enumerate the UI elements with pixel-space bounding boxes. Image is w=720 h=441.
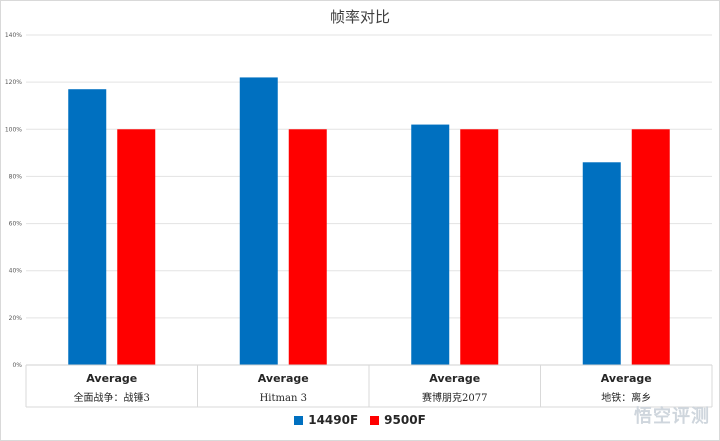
category-sublabel: 全面战争：战锤3	[74, 391, 150, 404]
category-axis: Average 全面战争：战锤3 Average Hitman 3 Average 赛博朋…	[25, 364, 713, 408]
legend-label: 9500F	[384, 413, 426, 427]
legend-swatch-blue	[294, 415, 304, 425]
legend-swatch-red	[370, 415, 380, 425]
bar-14490f-1	[68, 89, 107, 365]
legend-item-9500f: 9500F	[370, 413, 426, 427]
category-sublabel: 地铁：离乡	[601, 391, 651, 404]
category-label: Average	[601, 372, 652, 385]
category-sublabel: 赛博朋克2077	[422, 391, 487, 404]
bar-9500f-1	[117, 129, 156, 365]
legend-label: 14490F	[308, 413, 359, 427]
bar-14490f-3	[411, 124, 450, 365]
category-sublabel: Hitman 3	[260, 393, 307, 404]
bar-9500f-2	[288, 129, 327, 365]
bar-14490f-4	[582, 162, 621, 365]
y-tick-label: 40%	[9, 268, 23, 275]
y-tick-label: 20%	[9, 315, 23, 322]
y-tick-label: 120%	[5, 79, 22, 86]
category-label: Average	[429, 372, 480, 385]
y-tick-label: 80%	[9, 173, 23, 180]
chart-title: 帧率对比	[329, 8, 390, 26]
category-label: Average	[258, 372, 309, 385]
legend: 14490F 9500F	[0, 413, 720, 427]
bar-9500f-4	[631, 129, 670, 365]
y-tick-label: 60%	[9, 221, 23, 228]
bar-9500f-3	[460, 129, 499, 365]
bars	[68, 77, 670, 365]
y-tick-label: 140%	[5, 32, 22, 39]
y-tick-label: 0%	[12, 362, 22, 369]
category-label: Average	[86, 372, 137, 385]
y-tick-label: 100%	[5, 126, 22, 133]
watermark-logo: 悟空评测	[634, 406, 710, 427]
legend-item-14490f: 14490F	[294, 413, 358, 427]
bar-14490f-2	[239, 77, 278, 365]
